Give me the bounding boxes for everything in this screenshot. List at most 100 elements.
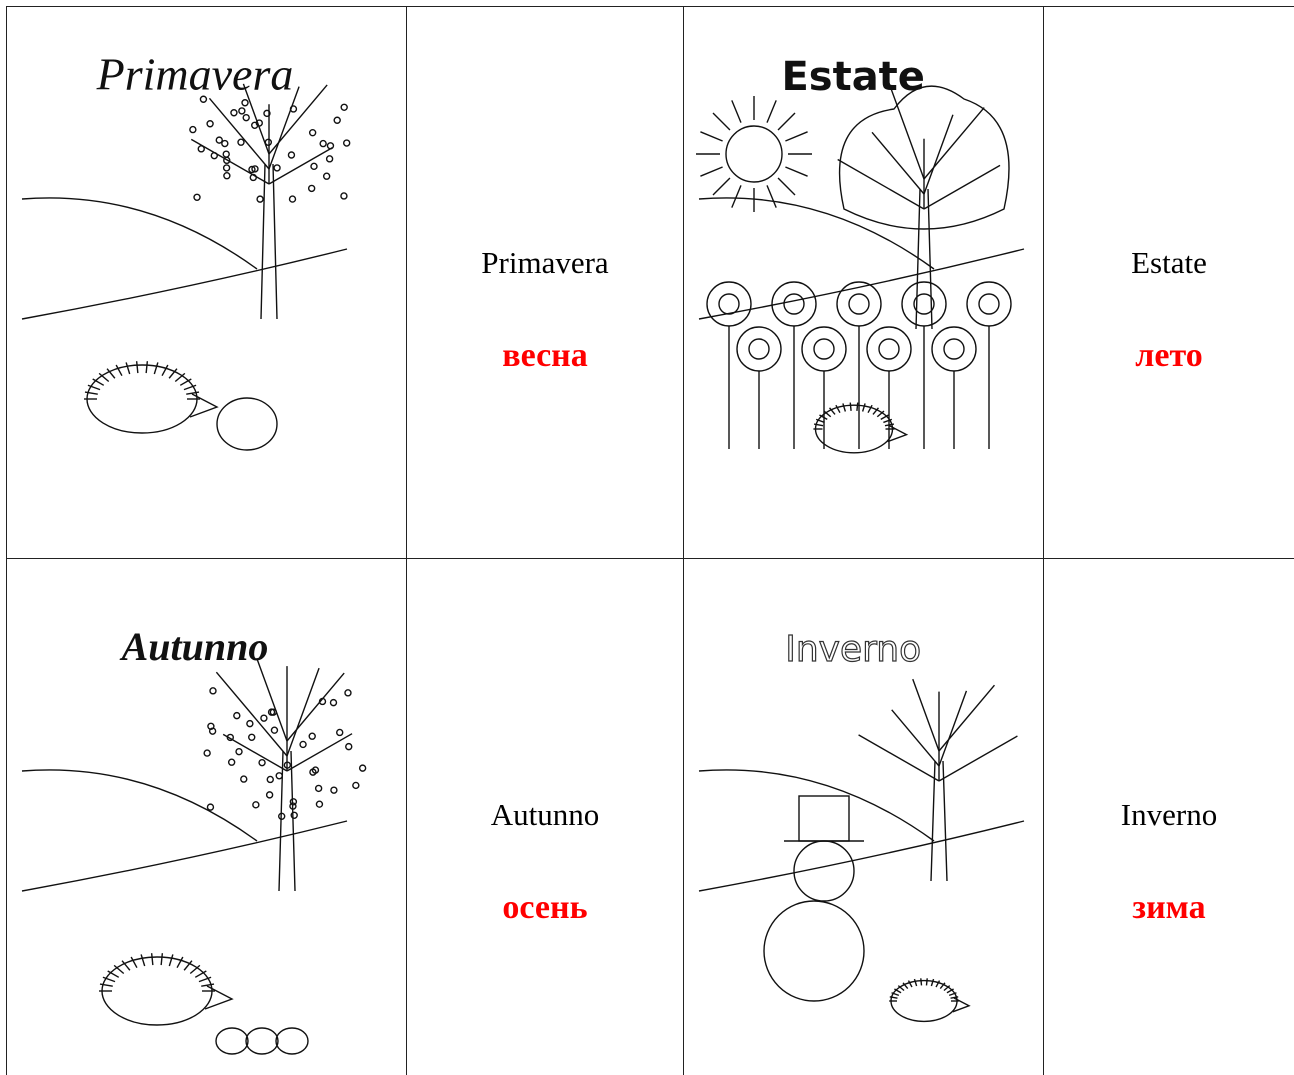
leaf [358, 764, 367, 772]
table-cell: Estate лето [1043, 6, 1294, 558]
tree-branch [891, 709, 940, 767]
sun-ray [712, 177, 731, 196]
illustration: Autunno [21, 624, 367, 1055]
hedgehog-spike [161, 364, 169, 377]
leaf [256, 195, 264, 203]
leaf [249, 173, 257, 182]
tree-branch [268, 86, 300, 170]
leaf [197, 145, 205, 153]
hedgehog-spike [815, 418, 825, 424]
leaf [206, 803, 215, 811]
tree-branch [286, 733, 353, 772]
hedgehog-spike [179, 378, 192, 386]
leaf [206, 120, 214, 128]
table-cell: Estate [683, 6, 1043, 558]
hedgehog [890, 979, 958, 1023]
leaf [193, 193, 201, 202]
leaf [289, 105, 298, 113]
hedgehog-spike [84, 391, 98, 395]
hedgehog-spike [876, 410, 885, 418]
sunflower [931, 326, 977, 372]
hill [698, 769, 1025, 892]
picture-title: Inverno [785, 629, 921, 670]
tree-branch [208, 97, 270, 170]
sunflower-center [783, 293, 805, 315]
tree-branch [268, 84, 328, 155]
leaf [264, 138, 273, 146]
leaf [319, 139, 327, 148]
hedgehog-spike [176, 956, 184, 969]
hedgehog-spike [160, 953, 164, 966]
hedgehog-spike [880, 414, 889, 421]
tree-trunk [260, 163, 278, 320]
tree-branch [222, 733, 288, 772]
leaf [251, 165, 259, 173]
hedgehog-spike [813, 423, 824, 427]
leaf [308, 128, 317, 137]
illustration: Primavera [21, 49, 351, 451]
leaf [311, 766, 320, 774]
leaf [333, 116, 341, 124]
hill [21, 769, 348, 892]
leaf [223, 172, 231, 180]
leaf [241, 99, 249, 107]
hedgehog-spike [194, 970, 207, 978]
hedgehog-spike [819, 414, 828, 421]
hedgehog-spike [168, 368, 178, 379]
sun-ray [731, 100, 742, 123]
sunflower [736, 326, 782, 372]
sun-ray [712, 112, 731, 131]
hedgehog-spike [925, 978, 928, 986]
leaf [221, 139, 229, 148]
tree-branch [938, 690, 968, 767]
russian-translation: лето [1135, 337, 1203, 374]
leaf [233, 711, 241, 720]
hedgehog-spike [130, 956, 138, 969]
hedgehog-spike [842, 403, 847, 412]
hedgehog-spike [930, 978, 935, 987]
hill [21, 197, 348, 320]
hedgehog-spike [835, 404, 841, 414]
hedgehog-spike [856, 402, 859, 411]
hedgehog-spike [174, 372, 186, 383]
hedgehog-spike [168, 954, 174, 967]
leaf [342, 139, 351, 147]
leaf [248, 165, 256, 174]
leaf [266, 775, 274, 784]
strawberry [216, 397, 278, 451]
leaf [352, 781, 360, 790]
hedgehog-spike [106, 368, 116, 379]
sunflower-center [813, 338, 835, 360]
leaf [270, 726, 279, 734]
tree-branch [912, 678, 940, 752]
leaf [299, 740, 307, 749]
hedgehog [814, 404, 894, 454]
hedgehog-spike [135, 361, 139, 374]
leaf [329, 698, 338, 707]
chestnut [275, 1027, 309, 1055]
leaf [290, 811, 298, 819]
leaf [273, 164, 281, 172]
leaf [275, 772, 283, 780]
tree-trunk [915, 188, 933, 330]
hedgehog-spike [828, 407, 836, 415]
italian-word: Estate [1131, 245, 1207, 280]
russian-translation: весна [502, 337, 588, 374]
sunflower-center [943, 338, 965, 360]
hedgehog-spike [189, 964, 201, 975]
leaf [265, 791, 274, 799]
hedgehog-spike [884, 423, 895, 427]
leaf [203, 749, 211, 757]
sunflower-center [848, 293, 870, 315]
hedgehog-spike [902, 982, 909, 989]
leaf [222, 150, 230, 158]
leaf [215, 136, 223, 144]
table-cell: Primavera весна [406, 6, 683, 558]
sunflower-center [978, 293, 1000, 315]
snowman-hat [798, 795, 850, 842]
hedgehog-spike [183, 960, 193, 971]
tree-branch [871, 131, 925, 195]
leaf [310, 162, 318, 171]
hedgehog-spike [889, 996, 898, 999]
leaf [226, 733, 234, 742]
